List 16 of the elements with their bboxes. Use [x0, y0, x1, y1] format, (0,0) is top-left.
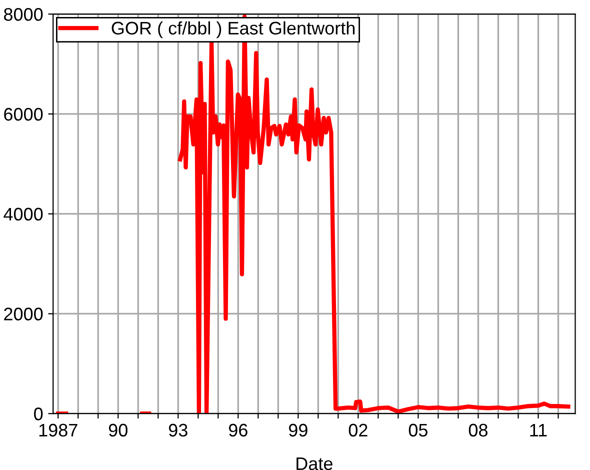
x-tick-label: 96	[228, 424, 248, 437]
y-tick-label: 2000	[4, 308, 43, 320]
x-tick-label: 02	[348, 424, 368, 437]
y-tick-label: 6000	[4, 108, 43, 121]
x-tick-label: 1987	[39, 424, 78, 437]
x-tick-label: 05	[408, 424, 428, 437]
y-tick-label: 8000	[4, 8, 43, 21]
x-tick-label: 11	[530, 424, 547, 436]
x-tick-label: 08	[468, 424, 488, 437]
y-tick-label: 0	[34, 408, 43, 420]
x-tick-label: 93	[168, 424, 188, 437]
legend-label: GOR ( cf/bbl ) East Glentworth	[112, 21, 355, 38]
y-tick-label: 4000	[4, 208, 43, 221]
x-tick-label: 90	[108, 424, 128, 437]
x-axis-title: Date	[296, 457, 332, 470]
x-tick-label: 99	[288, 424, 308, 437]
